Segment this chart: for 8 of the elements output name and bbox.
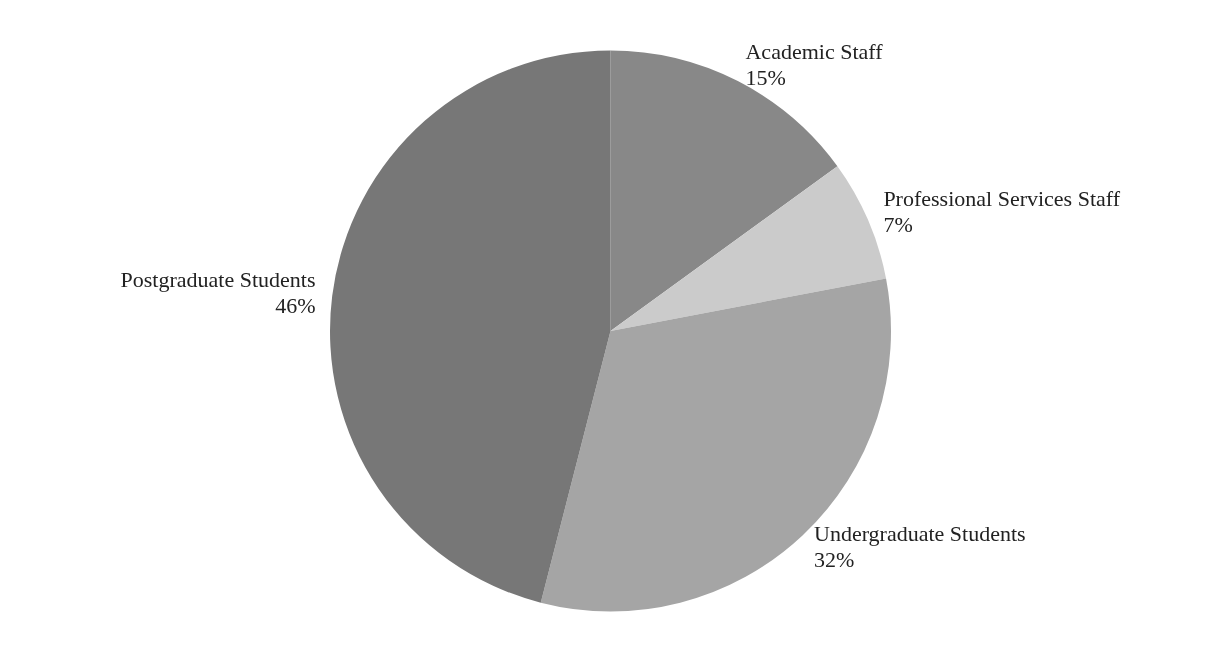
data-label: 7% <box>883 211 913 237</box>
data-label: 32% <box>814 546 855 572</box>
slice-label: Professional Services Staff <box>883 185 1121 211</box>
slice-label: Academic Staff <box>745 38 884 64</box>
slice-label: Postgraduate Students <box>120 266 316 292</box>
data-label: 46% <box>275 292 316 318</box>
data-label: 15% <box>745 64 786 90</box>
slice-label: Undergraduate Students <box>814 520 1026 546</box>
